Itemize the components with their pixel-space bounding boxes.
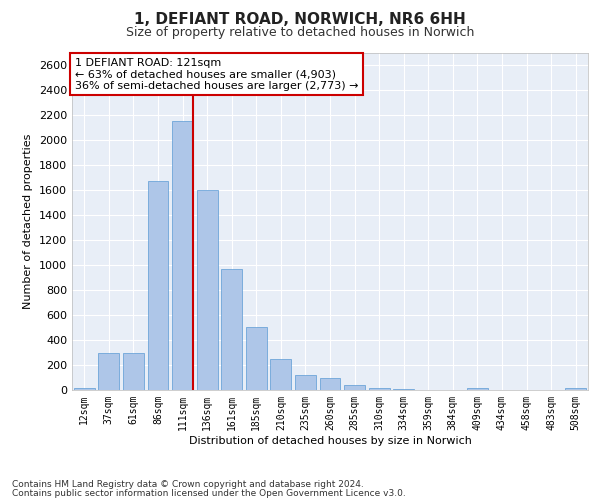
Bar	[98, 352, 119, 390]
X-axis label: Distribution of detached houses by size in Norwich: Distribution of detached houses by size …	[188, 436, 472, 446]
Text: 1, DEFIANT ROAD, NORWICH, NR6 6HH: 1, DEFIANT ROAD, NORWICH, NR6 6HH	[134, 12, 466, 28]
Bar	[74, 388, 95, 390]
Bar	[344, 385, 365, 390]
Bar	[467, 388, 488, 390]
Text: Contains public sector information licensed under the Open Government Licence v3: Contains public sector information licen…	[12, 488, 406, 498]
Bar	[123, 352, 144, 390]
Bar	[197, 190, 218, 390]
Bar	[148, 181, 169, 390]
Text: Size of property relative to detached houses in Norwich: Size of property relative to detached ho…	[126, 26, 474, 39]
Bar	[295, 375, 316, 390]
Bar	[565, 388, 586, 390]
Bar	[393, 389, 414, 390]
Bar	[221, 269, 242, 390]
Bar	[320, 378, 340, 390]
Bar	[172, 121, 193, 390]
Bar	[246, 327, 267, 390]
Text: Contains HM Land Registry data © Crown copyright and database right 2024.: Contains HM Land Registry data © Crown c…	[12, 480, 364, 489]
Bar	[368, 388, 389, 390]
Bar	[271, 360, 292, 390]
Text: 1 DEFIANT ROAD: 121sqm
← 63% of detached houses are smaller (4,903)
36% of semi-: 1 DEFIANT ROAD: 121sqm ← 63% of detached…	[74, 58, 358, 91]
Y-axis label: Number of detached properties: Number of detached properties	[23, 134, 34, 309]
